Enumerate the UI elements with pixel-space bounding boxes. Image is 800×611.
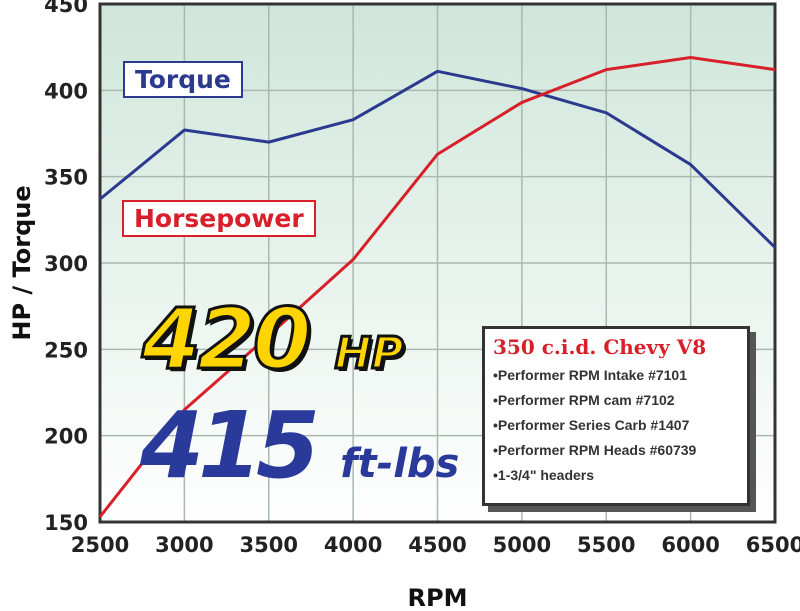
x-tick-label: 5500 [577, 533, 635, 557]
peak-torque-unit: ft-lbs [340, 441, 460, 487]
legend-horsepower: Horsepower [122, 200, 316, 237]
legend-torque: Torque [123, 61, 243, 98]
engine-spec-box: 350 c.i.d. Chevy V8 Performer RPM Intake… [482, 326, 750, 506]
spec-item: Performer Series Carb #1407 [493, 413, 739, 438]
spec-item: 1-3/4" headers [493, 463, 739, 488]
y-tick-label: 250 [44, 338, 88, 362]
plot-border [98, 2, 777, 524]
x-tick-label: 6000 [661, 533, 719, 557]
peak-torque-value: 415 [140, 392, 320, 499]
x-tick-label: 4500 [408, 533, 466, 557]
y-tick-label: 350 [44, 166, 88, 190]
spec-item: Performer RPM Heads #60739 [493, 438, 739, 463]
peak-hp-value: 420 [140, 289, 312, 390]
x-tick-label: 3500 [240, 533, 298, 557]
peak-hp-callout: 420 HP [140, 289, 405, 390]
y-axis-label: HP / Torque [8, 185, 36, 340]
y-tick-label: 150 [44, 511, 88, 535]
spec-title: 350 c.i.d. Chevy V8 [493, 335, 707, 359]
x-axis-label: RPM [408, 584, 468, 611]
series-line-torque [99, 69, 777, 249]
peak-hp-unit: HP [333, 327, 405, 381]
x-tick-label: 2500 [71, 533, 129, 557]
x-tick-label: 3000 [155, 533, 213, 557]
y-tick-label: 300 [44, 252, 88, 276]
spec-item: Performer RPM cam #7102 [493, 388, 739, 413]
y-tick-label: 400 [44, 79, 88, 103]
x-tick-label: 6500 [746, 533, 800, 557]
x-tick-label: 4000 [324, 533, 382, 557]
x-tick-label: 5000 [493, 533, 551, 557]
y-tick-label: 450 [44, 0, 88, 17]
spec-item: Performer RPM Intake #7101 [493, 363, 739, 388]
peak-torque-callout: 415 ft-lbs [140, 392, 459, 499]
y-tick-label: 200 [44, 425, 88, 449]
series-line-horsepower [98, 56, 776, 518]
